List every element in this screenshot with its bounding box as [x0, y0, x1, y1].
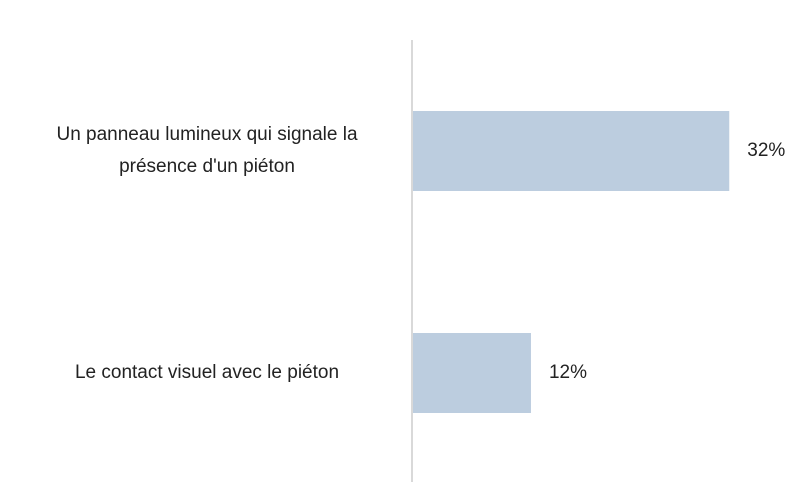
category-label: Le contact visuel avec le piéton [74, 362, 340, 383]
bar [412, 111, 730, 191]
value-label: 12% [549, 362, 587, 383]
category-label: Un panneau lumineux qui signale la prése… [56, 124, 358, 177]
value-label: 32% [747, 140, 785, 161]
bar [412, 333, 531, 413]
